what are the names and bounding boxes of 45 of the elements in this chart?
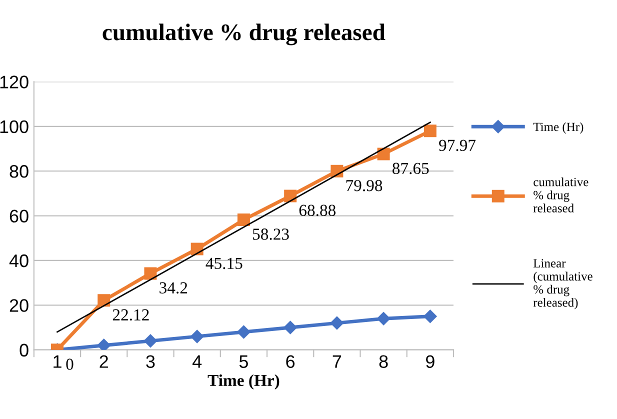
y-tick-label: 60	[10, 210, 28, 223]
data-label: 87.65	[392, 162, 429, 174]
point	[237, 213, 250, 226]
x-tick-label: 2	[100, 355, 108, 368]
x-tick-label: 1	[54, 355, 62, 368]
data-label: 22.12	[112, 309, 149, 321]
y-tick-label: 80	[10, 165, 28, 178]
point	[237, 325, 250, 339]
x-tick-label: 3	[146, 355, 155, 368]
legend-label: Linear (cumulative % drug released)	[533, 259, 592, 310]
x-tick-label: 6	[286, 355, 295, 368]
point	[144, 267, 157, 280]
point	[190, 242, 204, 256]
legend-label: Time (Hr)	[533, 122, 584, 134]
y-tick-label: 40	[9, 254, 28, 268]
point	[377, 148, 390, 160]
point	[144, 334, 158, 348]
point	[284, 190, 297, 202]
y-tick-label: 20	[10, 299, 28, 312]
point	[97, 338, 110, 350]
point	[376, 312, 390, 326]
data-label: 68.88	[299, 204, 336, 216]
point	[190, 330, 204, 344]
point	[424, 310, 437, 323]
x-tick-label: 8	[379, 355, 388, 368]
x-tick-label: 4	[192, 355, 202, 368]
data-label: 58.23	[253, 228, 289, 240]
point	[284, 320, 297, 334]
y-tick-label: 120	[0, 76, 28, 88]
y-tick-label: 100	[0, 120, 28, 134]
data-label: 0	[66, 358, 74, 370]
data-label: 79.98	[346, 180, 382, 192]
point	[424, 124, 436, 138]
point	[98, 294, 110, 307]
data-label: 34.2	[160, 282, 188, 294]
data-label: 45.15	[206, 258, 242, 270]
point	[330, 316, 344, 330]
chart-title: cumulative % drug released	[102, 24, 386, 46]
x-tick-label: 7	[332, 355, 342, 368]
y-tick-label: 0	[20, 344, 28, 357]
x-axis-title: Time (Hr)	[208, 374, 280, 390]
data-label: 97.97	[439, 140, 476, 152]
x-tick-label: 9	[426, 355, 434, 368]
legend-label: cumulative % drug released	[533, 177, 588, 212]
x-tick-label: 5	[239, 355, 248, 368]
